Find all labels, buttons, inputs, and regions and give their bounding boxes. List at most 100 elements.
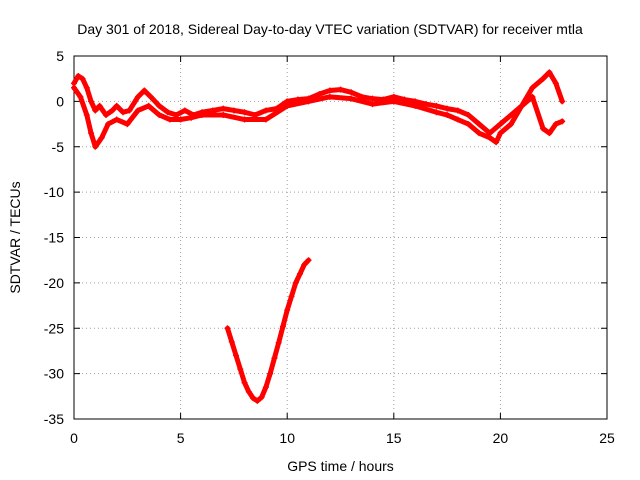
- data-point: [126, 107, 133, 114]
- data-point: [105, 121, 112, 128]
- y-tick-label: 0: [56, 93, 64, 109]
- data-point: [326, 87, 333, 94]
- data-point: [497, 130, 504, 137]
- data-point: [326, 93, 333, 100]
- data-point: [252, 111, 259, 118]
- data-point: [493, 139, 500, 146]
- data-point: [369, 101, 376, 108]
- y-tick-label: -5: [52, 139, 65, 155]
- data-point: [262, 107, 269, 114]
- data-point: [241, 379, 248, 386]
- data-point: [552, 80, 559, 87]
- data-point: [337, 86, 344, 93]
- data-point: [83, 111, 90, 118]
- data-point: [540, 75, 547, 82]
- data-point: [113, 102, 120, 109]
- data-point: [369, 95, 376, 102]
- data-point: [279, 323, 286, 330]
- data-point: [96, 102, 103, 109]
- data-point: [124, 121, 131, 128]
- y-axis-label: SDTVAR / TECUs: [7, 181, 23, 293]
- data-point: [79, 75, 86, 82]
- x-tick-label: 25: [599, 430, 615, 446]
- data-point: [348, 95, 355, 102]
- y-tick-label: -25: [44, 320, 64, 336]
- data-point: [262, 384, 269, 391]
- data-point: [102, 111, 109, 118]
- grid-lines: [74, 56, 607, 419]
- y-tick-label: -20: [44, 275, 64, 291]
- data-point: [88, 98, 95, 105]
- data-point: [98, 134, 105, 141]
- data-point: [305, 257, 312, 264]
- data-point: [288, 293, 295, 300]
- data-point: [92, 107, 99, 114]
- data-point: [559, 118, 566, 125]
- data-point: [83, 84, 90, 91]
- series-group: [71, 84, 566, 150]
- data-point: [134, 93, 141, 100]
- data-point: [220, 111, 227, 118]
- data-point: [224, 325, 231, 332]
- data-point: [465, 111, 472, 118]
- data-point: [271, 355, 278, 362]
- x-tick-label: 10: [279, 430, 295, 446]
- data-point: [233, 352, 240, 359]
- data-point: [508, 111, 515, 118]
- data-point: [422, 101, 429, 108]
- data-point: [518, 102, 525, 109]
- data-point: [546, 130, 553, 137]
- data-point: [508, 121, 515, 128]
- data-point: [230, 107, 237, 114]
- axis-ticks: 0 5 10 15 20 25 5 0 -5 -10 -15 -20 -25 -30 -35: [44, 48, 615, 446]
- data-point: [476, 121, 483, 128]
- data-point: [141, 87, 148, 94]
- data-point: [77, 93, 84, 100]
- y-tick-label: -35: [44, 411, 64, 427]
- data-point: [454, 116, 461, 123]
- data-point: [241, 116, 248, 123]
- data-point: [113, 116, 120, 123]
- data-point: [228, 338, 235, 345]
- data-point: [316, 91, 323, 98]
- y-tick-label: -30: [44, 366, 64, 382]
- data-point: [145, 102, 152, 109]
- data-point: [92, 143, 99, 150]
- data-point: [166, 116, 173, 123]
- y-tick-label: 5: [56, 48, 64, 64]
- x-tick-label: 15: [386, 430, 402, 446]
- data-point: [164, 109, 171, 116]
- data-point: [305, 98, 312, 105]
- series-line: [225, 257, 312, 404]
- y-tick-label: -10: [44, 184, 64, 200]
- data-point: [258, 394, 265, 401]
- data-point: [250, 395, 257, 402]
- data-point: [156, 102, 163, 109]
- data-point: [546, 69, 553, 76]
- data-point: [301, 261, 308, 268]
- data-marks: [71, 69, 566, 404]
- x-tick-label: 0: [70, 430, 78, 446]
- data-point: [292, 279, 299, 286]
- data-point: [109, 107, 116, 114]
- data-point: [444, 105, 451, 112]
- data-point: [220, 105, 227, 112]
- data-point: [209, 107, 216, 114]
- data-point: [241, 109, 248, 116]
- data-point: [454, 107, 461, 114]
- x-axis-label: GPS time / hours: [287, 458, 394, 474]
- data-point: [348, 89, 355, 96]
- data-point: [147, 93, 154, 100]
- data-point: [529, 93, 536, 100]
- data-point: [296, 270, 303, 277]
- x-tick-label: 5: [177, 430, 185, 446]
- data-point: [559, 98, 566, 105]
- data-point: [262, 116, 269, 123]
- data-point: [433, 109, 440, 116]
- y-tick-label: -15: [44, 230, 64, 246]
- data-point: [497, 121, 504, 128]
- data-point: [75, 72, 82, 79]
- data-point: [412, 102, 419, 109]
- data-point: [465, 121, 472, 128]
- data-point: [134, 107, 141, 114]
